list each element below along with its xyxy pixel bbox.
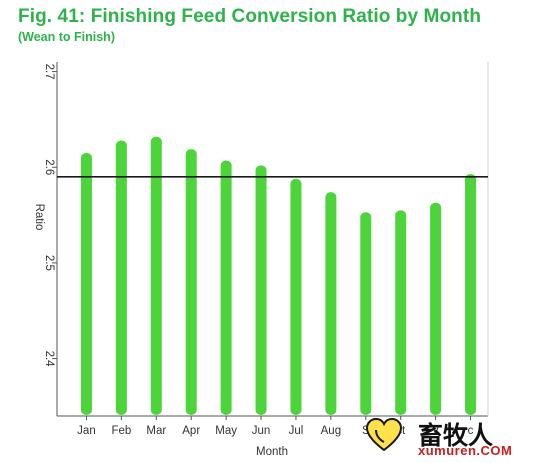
bar-mar <box>150 136 162 416</box>
bar-aug <box>325 192 337 415</box>
bar-oct <box>395 210 407 415</box>
bar-nov <box>430 202 442 415</box>
bar-feb <box>115 140 127 416</box>
bars-group <box>80 136 477 416</box>
x-tick-label: Mar <box>146 425 166 437</box>
x-tick-label: Jul <box>289 425 304 437</box>
bar-apr <box>185 149 197 415</box>
chart-subtitle: (Wean to Finish) <box>18 30 115 44</box>
x-tick-label: Feb <box>111 425 131 437</box>
x-tick-label: S <box>362 425 370 437</box>
y-tick-label: 2.4 <box>43 351 55 368</box>
y-tick-label: 2.5 <box>43 255 55 271</box>
y-tick-label: 2.6 <box>43 159 55 175</box>
chart-title: Fig. 41: Finishing Feed Conversion Ratio… <box>18 6 482 27</box>
y-tick-label: 2.7 <box>43 64 55 80</box>
x-tick-label: Aug <box>321 425 341 437</box>
bar-jan <box>80 152 92 415</box>
x-tick-label: Jun <box>252 425 271 437</box>
y-axis-label: Ratio <box>33 204 45 231</box>
heart-logo-icon <box>366 418 402 452</box>
bar-may <box>220 160 232 415</box>
x-tick-label: v <box>433 425 439 437</box>
x-tick-label: May <box>215 425 237 437</box>
x-axis-label: Month <box>256 446 288 458</box>
x-tick-label: c <box>468 425 474 437</box>
plot-area <box>56 62 489 417</box>
watermark-url: xumuren.COM <box>418 443 513 458</box>
watermark-chinese: 畜牧人 <box>418 421 494 450</box>
x-tick-label: Apr <box>182 425 200 437</box>
bar-dec <box>465 173 477 415</box>
bar-jul <box>290 178 302 415</box>
x-axis: JanFebMarAprMayJunJulAugSctvc <box>77 416 474 437</box>
bar-sep <box>360 212 372 415</box>
bar-jun <box>255 165 267 415</box>
x-tick-label: Jan <box>77 425 96 437</box>
y-axis: 2.4 2.5 2.6 2.7 <box>43 64 57 368</box>
